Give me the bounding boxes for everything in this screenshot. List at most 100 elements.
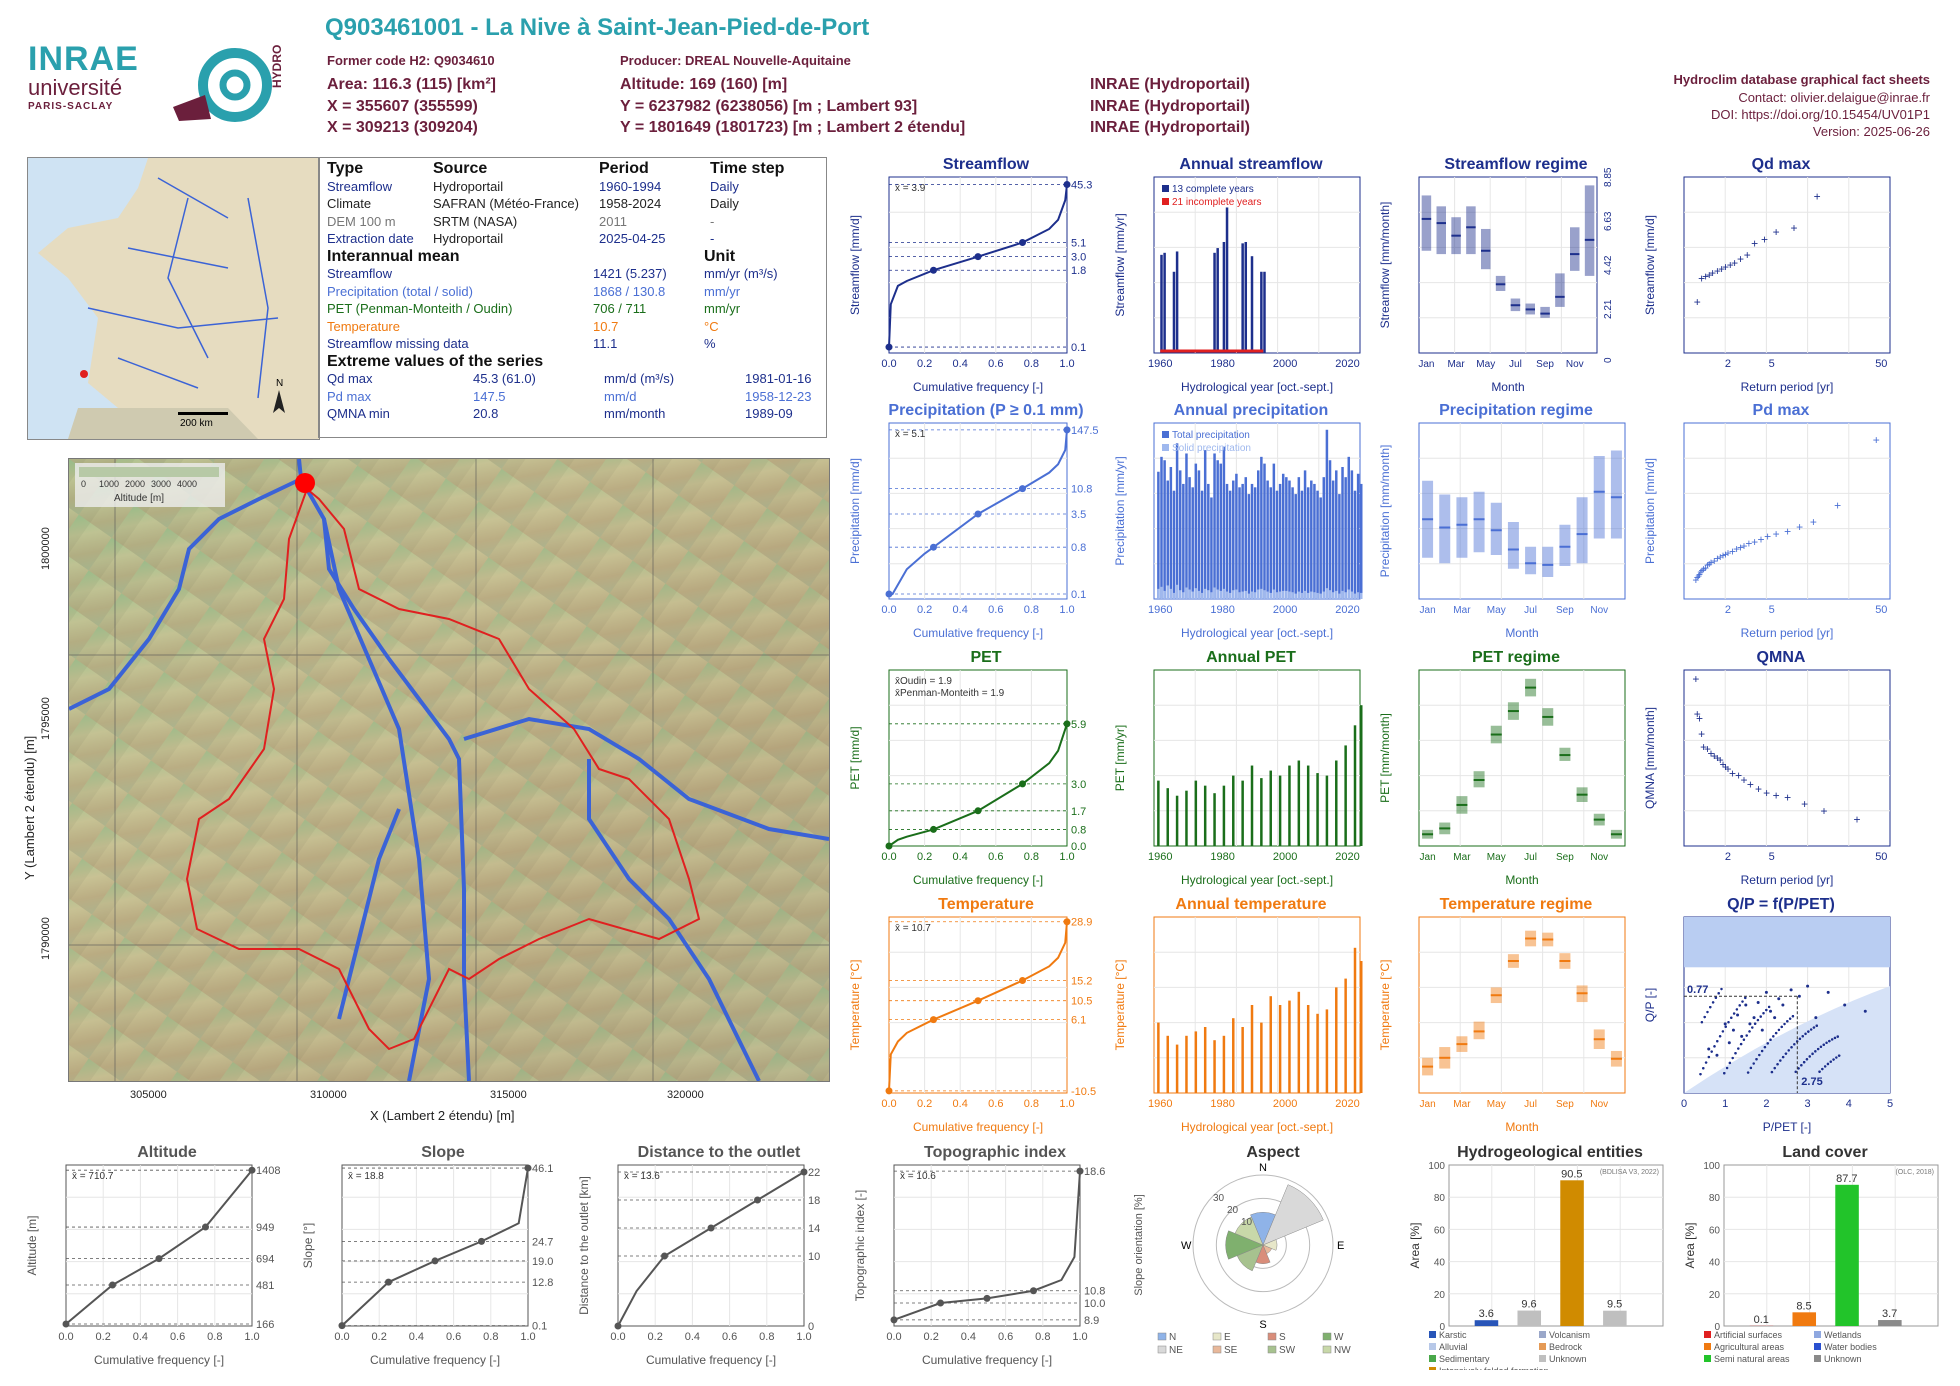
- bar: [1238, 487, 1241, 599]
- x-tick-label: 1.0: [1059, 358, 1074, 370]
- scatter-point: +: [1707, 747, 1714, 761]
- scatter-point: [1723, 1022, 1727, 1026]
- legend-swatch: [1267, 1345, 1277, 1354]
- y-tick-label: 100: [1428, 1161, 1445, 1172]
- x-tick-label: Nov: [1590, 605, 1608, 616]
- ring-label: 20: [1227, 1205, 1239, 1216]
- data-point: [524, 1164, 532, 1172]
- scatter-point: [1751, 1026, 1754, 1029]
- bar: [1269, 487, 1272, 599]
- extreme-row: Qd max 45.3 (61.0) mm/d (m³/s) 1981-01-16: [327, 370, 818, 388]
- right-tick-label: 10: [808, 1251, 820, 1263]
- scatter-point: [1725, 1066, 1729, 1070]
- scatter-point: [1798, 1037, 1802, 1041]
- y-axis-label: Precipitation [mm/yr]: [1113, 456, 1127, 565]
- bar: [1306, 487, 1310, 599]
- bar: [1160, 456, 1163, 599]
- bar: [1878, 1320, 1902, 1326]
- y-tick-label: 20: [1709, 1290, 1721, 1301]
- db-title: Hydroclim database graphical fact sheets: [1673, 72, 1930, 87]
- scatter-point: [1826, 990, 1830, 994]
- mean-label: x̄Oudin = 1.9: [895, 676, 952, 687]
- scatter-point: [1702, 1067, 1705, 1070]
- scatter-point: +: [1722, 760, 1729, 774]
- x-tick-label: 5: [1887, 1098, 1893, 1110]
- x-tick-label: 2020: [1335, 851, 1359, 863]
- x-axis-label: Return period [yr]: [1741, 873, 1834, 887]
- y-axis-label: Temperature [°C]: [848, 960, 862, 1051]
- scatter-point: +: [1727, 258, 1734, 272]
- map-ytick-3: 1790000: [40, 917, 52, 960]
- chart-pd_max: Pd max Return period [yr] Precipitation [m…: [1640, 402, 1902, 643]
- mean-value: 1421 (5.237): [593, 266, 667, 281]
- x-tick-label: Sep: [1556, 1099, 1574, 1110]
- scatter-point: [1707, 1055, 1711, 1059]
- scatter-point: [1707, 1047, 1711, 1051]
- bar: [1316, 773, 1319, 846]
- bar: [1216, 248, 1219, 353]
- scatter-point: [1816, 1047, 1820, 1051]
- scatter-point: [1832, 1058, 1835, 1061]
- bar: [1228, 490, 1232, 599]
- chart-title: PET regime: [1472, 650, 1560, 666]
- scatter-point: [1759, 1015, 1762, 1018]
- scatter-point: +: [1711, 749, 1718, 763]
- bar-solid: [1278, 591, 1282, 599]
- scatter-point: [1710, 1050, 1713, 1053]
- data-point: [983, 1294, 991, 1302]
- legend-swatch: [1429, 1343, 1436, 1350]
- chart-title: Land cover: [1782, 1145, 1867, 1161]
- scatter-point: +: [1697, 565, 1704, 579]
- chart-title: Annual precipitation: [1174, 403, 1329, 419]
- chart-slope: Slope Cumulative frequency [-] Slope [°] x̄…: [298, 1144, 568, 1370]
- bar: [1560, 1180, 1584, 1326]
- bar: [1322, 477, 1326, 599]
- scatter-point: +: [1733, 542, 1740, 556]
- right-tick-label: 0.1: [1071, 342, 1086, 354]
- y-lambert93: Y = 6237982 (6238056) [m ; Lambert 93]: [620, 98, 918, 115]
- x-tick-label: 0.6: [988, 604, 1003, 616]
- plot-area: [1153, 916, 1361, 1094]
- bar-value-label: 9.5: [1607, 1299, 1622, 1311]
- bar: [1325, 775, 1329, 846]
- contact: Contact: olivier.delaigue@inrae.fr: [1738, 90, 1930, 105]
- y-axis-label: Precipitation [mm/month]: [1378, 445, 1392, 578]
- scatter-point: +: [1763, 786, 1770, 800]
- info-source: Hydroportail: [433, 231, 504, 246]
- bar-solid: [1185, 587, 1188, 599]
- bar-solid: [1353, 593, 1357, 599]
- chart-title: Pd max: [1753, 403, 1810, 419]
- y-axis-label: Altitude [m]: [25, 1215, 39, 1275]
- scatter-point: [1756, 1018, 1760, 1022]
- scatter-point: [1742, 1038, 1746, 1041]
- legend-swatch: [1704, 1331, 1711, 1338]
- mean-value: 11.1: [593, 336, 618, 351]
- y-axis-label: Streamflow [mm/yr]: [1113, 213, 1127, 316]
- bar-solid: [1322, 591, 1326, 599]
- x-tick-label: 0.2: [648, 1331, 663, 1343]
- right-tick-label: 24.7: [532, 1236, 553, 1248]
- x-tick-label: Jul: [1509, 359, 1522, 370]
- bar: [1316, 490, 1319, 599]
- scatter-point: [1740, 1034, 1744, 1038]
- y-tick-label: 40: [1709, 1258, 1721, 1269]
- scatter-point: [1797, 994, 1801, 998]
- mean-label: Streamflow: [327, 266, 393, 281]
- info-period: 1960-1994: [599, 178, 662, 194]
- plot-area: [1683, 669, 1891, 847]
- bar-solid: [1344, 592, 1347, 599]
- scatter-point: [1788, 1017, 1792, 1020]
- x-tick-label: May: [1487, 1099, 1506, 1110]
- x-tick-label: 0.6: [988, 1098, 1003, 1110]
- y-axis-label: Slope [°]: [301, 1223, 315, 1269]
- bar: [1474, 1320, 1499, 1326]
- scatter-point: [1794, 1070, 1797, 1074]
- scatter-point: [1713, 1045, 1716, 1048]
- legend-label: 13 complete years: [1172, 184, 1254, 195]
- bar-solid: [1319, 593, 1322, 599]
- bar: [1241, 780, 1244, 846]
- legend-label: 21 incomplete years: [1172, 197, 1262, 208]
- doi-link[interactable]: DOI: https://doi.org/10.15454/UV01P1: [1711, 107, 1930, 122]
- x-tick-label: 1.0: [244, 1331, 259, 1343]
- data-point: [974, 510, 982, 518]
